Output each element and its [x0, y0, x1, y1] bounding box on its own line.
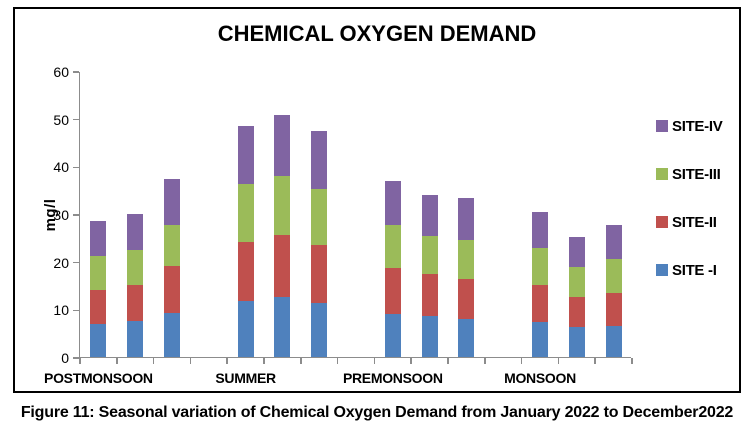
legend-label: SITE-III [672, 165, 721, 183]
x-axis-tick [116, 358, 118, 364]
bar-segment-site-iv-postmonsoon-2 [127, 213, 144, 251]
bar-segment-site-i-summer-2 [274, 297, 291, 357]
y-axis-tick-label: 50 [53, 111, 69, 128]
x-axis-category-label: MONSOON [504, 370, 576, 386]
x-axis-tick [189, 358, 192, 364]
bar-segment-site-i-postmonsoon-3 [164, 313, 180, 357]
bar-segment-site-i-summer-3 [311, 302, 328, 357]
x-axis-tick [631, 358, 633, 364]
x-axis-tick [520, 358, 523, 364]
legend-swatch-icon [656, 216, 668, 228]
bar-segment-site-iii-premonsoon-2 [421, 235, 438, 275]
y-axis-tick [73, 309, 79, 312]
bar-segment-site-ii-monsoon-2 [568, 297, 585, 327]
plot-area: mg/l 0 10 20 30 40 50 60 POSTMONSOON SUMMER PREMO… [42, 64, 633, 386]
x-axis-tick [373, 358, 376, 364]
x-axis-category-label: POSTMONSOON [44, 370, 153, 386]
x-axis-tick [300, 358, 302, 364]
bar-segment-site-iii-premonsoon-3 [458, 240, 475, 280]
x-axis-category-label: SUMMER [215, 370, 276, 386]
x-axis-tick [447, 358, 449, 364]
chart-title: CHEMICAL OXYGEN DEMAND [217, 21, 537, 46]
y-axis-tick [73, 261, 79, 264]
bar-segment-site-i-monsoon-2 [568, 326, 585, 357]
x-axis-tick [226, 358, 228, 364]
bar-segment-site-iv-premonsoon-1 [384, 181, 401, 226]
bar-segment-site-iv-monsoon-1 [532, 211, 548, 249]
bar-segment-site-iii-postmonsoon-2 [127, 250, 144, 285]
y-axis-tick-label: 30 [53, 207, 69, 223]
bar-segment-site-ii-premonsoon-3 [458, 279, 475, 319]
bar-segment-site-iv-premonsoon-3 [458, 198, 475, 241]
y-axis-tick-label: 10 [53, 302, 69, 319]
y-axis-tick [73, 71, 79, 73]
legend-swatch-icon [656, 168, 668, 180]
x-axis-tick [263, 358, 265, 364]
bar-segment-site-iii-monsoon-3 [605, 259, 622, 293]
legend-swatch-icon [656, 264, 668, 276]
x-axis-category-label: PREMONSOON [342, 370, 443, 386]
bar-segment-site-iii-summer-1 [237, 183, 254, 242]
bar-segment-site-iii-summer-2 [274, 175, 291, 236]
bar-segment-site-iv-monsoon-3 [605, 224, 622, 260]
y-axis-tick-label: 40 [53, 159, 69, 176]
bar-segment-site-iii-monsoon-1 [532, 248, 548, 285]
bar-segment-site-i-postmonsoon-1 [90, 323, 107, 357]
bar-segment-site-iv-postmonsoon-1 [90, 220, 107, 257]
x-axis-tick [410, 358, 412, 364]
bar-segment-site-i-monsoon-1 [532, 321, 548, 357]
legend-label: SITE-IV [672, 117, 723, 135]
bar-segment-site-i-postmonsoon-2 [127, 321, 144, 357]
legend-entry: SITE-III [656, 165, 721, 183]
legend-label: SITE -I [672, 261, 717, 279]
x-axis-tick [336, 358, 339, 364]
x-axis-tick [594, 358, 596, 364]
bar-segment-site-ii-postmonsoon-1 [90, 290, 107, 324]
bar-segment-site-iv-summer-3 [311, 131, 328, 190]
x-axis-tick [152, 358, 155, 364]
x-axis-tick [79, 358, 81, 364]
legend-entry: SITE -I [656, 261, 717, 279]
bar-segment-site-ii-summer-2 [274, 235, 291, 298]
bar-segment-site-i-premonsoon-2 [421, 316, 438, 357]
bar-segment-site-iii-summer-3 [311, 189, 328, 246]
bar-segment-site-iii-premonsoon-1 [384, 225, 401, 269]
legend-entry: SITE-II [656, 213, 717, 231]
bar-segment-site-iv-monsoon-2 [568, 236, 585, 268]
bar-segment-site-i-monsoon-3 [605, 325, 622, 357]
bar-segment-site-ii-summer-1 [237, 241, 254, 301]
y-axis-tick [73, 357, 79, 359]
y-axis-tick-label: 60 [53, 64, 69, 80]
bar-segment-site-i-premonsoon-3 [458, 318, 475, 357]
bar-segment-site-i-premonsoon-1 [384, 314, 401, 357]
bar-segment-site-iv-postmonsoon-3 [164, 179, 180, 225]
legend-entry: SITE-IV [656, 117, 723, 135]
y-axis-tick-label: 0 [61, 350, 69, 366]
bar-segment-site-iii-monsoon-2 [568, 267, 585, 298]
x-axis-tick [557, 358, 560, 364]
bar-segment-site-iii-postmonsoon-1 [90, 256, 107, 291]
figure-caption: Figure 11: Seasonal variation of Chemica… [20, 404, 734, 421]
chart-area: CHEMICAL OXYGEN DEMAND mg/l 0 10 20 30 40 50 6… [13, 7, 741, 393]
bar-segment-site-ii-monsoon-3 [605, 292, 622, 326]
bar-segment-site-ii-premonsoon-1 [384, 268, 401, 315]
bar-segment-site-ii-monsoon-1 [532, 284, 548, 322]
legend-label: SITE-II [672, 213, 717, 231]
bar-segment-site-ii-postmonsoon-3 [164, 265, 180, 314]
bar-segment-site-iv-summer-2 [274, 115, 291, 176]
bar-segment-site-ii-summer-3 [311, 245, 328, 303]
bar-segment-site-i-summer-1 [237, 300, 254, 357]
bar-segment-site-iv-summer-1 [237, 125, 254, 184]
y-axis-tick [73, 166, 79, 169]
y-axis-tick-label: 20 [53, 254, 69, 271]
bar-segment-site-iv-premonsoon-2 [421, 194, 438, 236]
y-axis-tick [73, 118, 79, 121]
legend-swatch-icon [656, 120, 668, 132]
bar-segment-site-iii-postmonsoon-3 [164, 224, 180, 266]
bar-segment-site-ii-premonsoon-2 [421, 274, 438, 317]
x-axis-tick [484, 358, 486, 364]
bar-segment-site-ii-postmonsoon-2 [127, 284, 144, 322]
y-axis-tick [73, 214, 79, 216]
